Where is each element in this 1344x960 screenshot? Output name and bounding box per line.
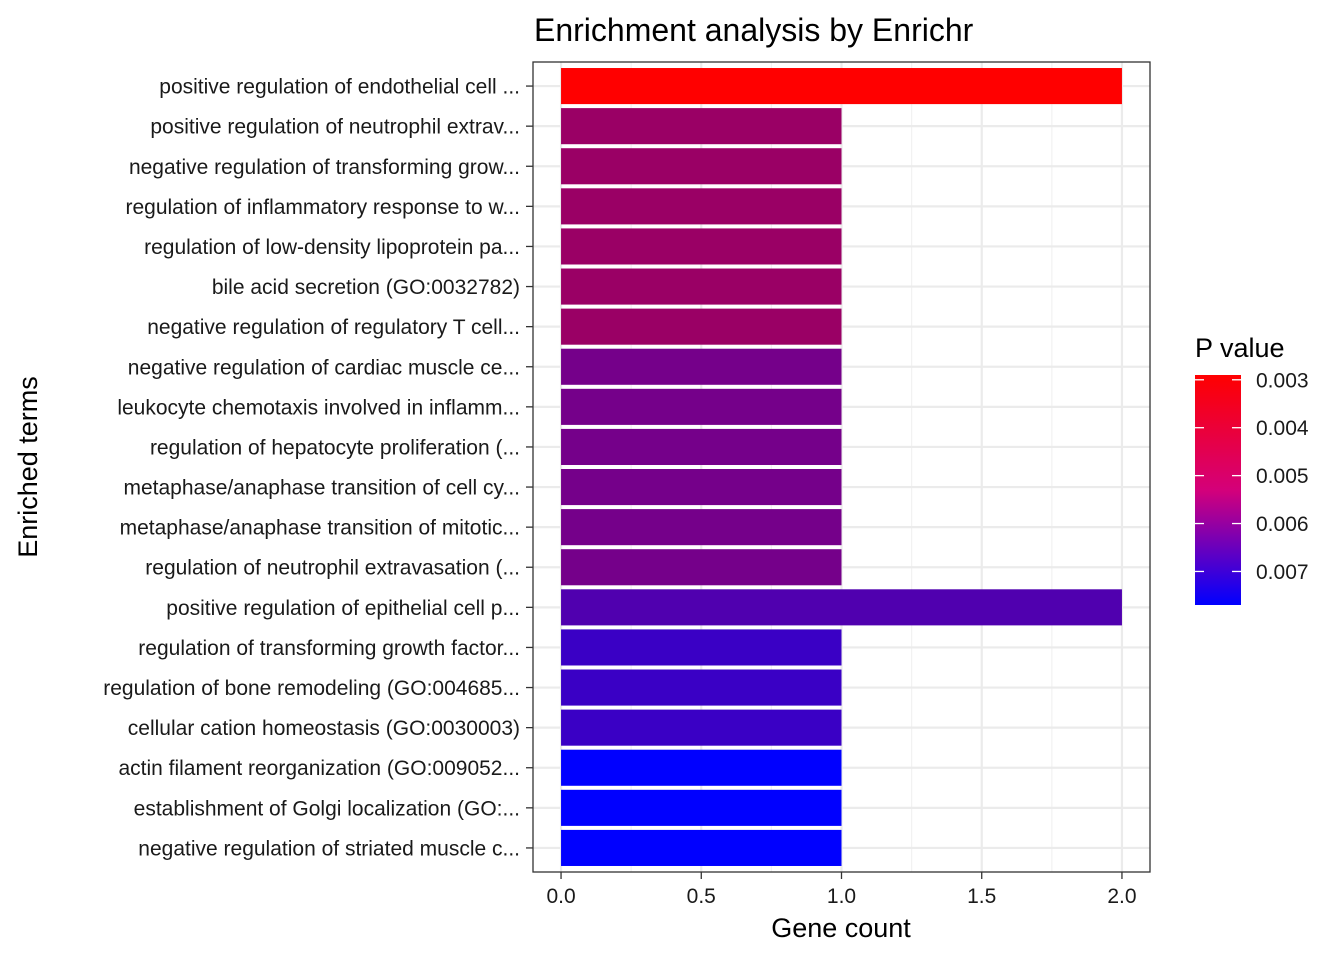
y-tick-label: regulation of low-density lipoprotein pa… bbox=[144, 236, 520, 259]
y-tick-label: negative regulation of striated muscle c… bbox=[138, 837, 520, 860]
y-axis: positive regulation of endothelial cell … bbox=[103, 76, 533, 860]
legend-tick-label: 0.004 bbox=[1256, 417, 1309, 440]
bar bbox=[561, 829, 842, 866]
bar bbox=[561, 629, 842, 666]
y-tick-label: metaphase/anaphase transition of mitotic… bbox=[120, 517, 520, 540]
bar bbox=[561, 589, 1122, 626]
bar bbox=[561, 388, 842, 425]
bar bbox=[561, 428, 842, 465]
x-tick-label: 0.0 bbox=[546, 885, 575, 908]
y-axis-title: Enriched terms bbox=[13, 376, 43, 558]
legend: P value 0.003 0.004 0.005 0.006 0.007 bbox=[1195, 333, 1309, 605]
x-tick-label: 0.5 bbox=[687, 885, 716, 908]
y-tick-label: leukocyte chemotaxis involved in inflamm… bbox=[117, 396, 520, 419]
bar bbox=[561, 709, 842, 746]
bar bbox=[561, 308, 842, 345]
x-tick-label: 1.0 bbox=[827, 885, 856, 908]
legend-title: P value bbox=[1195, 333, 1285, 363]
bar bbox=[561, 108, 842, 145]
y-tick-label: establishment of Golgi localization (GO:… bbox=[134, 797, 520, 820]
y-tick-label: negative regulation of transforming grow… bbox=[129, 156, 520, 179]
bar bbox=[561, 789, 842, 826]
legend-tick-label: 0.006 bbox=[1256, 513, 1309, 536]
y-tick-label: cellular cation homeostasis (GO:0030003) bbox=[128, 717, 520, 740]
y-tick-label: positive regulation of endothelial cell … bbox=[159, 76, 520, 99]
chart-title: Enrichment analysis by Enrichr bbox=[534, 12, 974, 48]
x-tick-label: 2.0 bbox=[1107, 885, 1136, 908]
bar bbox=[561, 148, 842, 185]
y-tick-label: regulation of bone remodeling (GO:004685… bbox=[103, 677, 520, 700]
y-tick-label: negative regulation of cardiac muscle ce… bbox=[128, 356, 520, 379]
bars bbox=[561, 68, 1122, 866]
bar bbox=[561, 68, 1122, 105]
x-axis-title: Gene count bbox=[771, 913, 911, 943]
y-tick-label: positive regulation of epithelial cell p… bbox=[166, 597, 520, 620]
x-tick-label: 1.5 bbox=[967, 885, 996, 908]
bar bbox=[561, 749, 842, 786]
y-tick-label: regulation of hepatocyte proliferation (… bbox=[150, 436, 520, 459]
y-tick-label: actin filament reorganization (GO:009052… bbox=[118, 757, 520, 780]
bar bbox=[561, 549, 842, 586]
y-tick-label: regulation of neutrophil extravasation (… bbox=[145, 557, 520, 580]
y-tick-label: regulation of inflammatory response to w… bbox=[125, 196, 520, 219]
bar bbox=[561, 469, 842, 506]
y-tick-label: metaphase/anaphase transition of cell cy… bbox=[123, 477, 520, 500]
bar bbox=[561, 268, 842, 305]
legend-tick-label: 0.007 bbox=[1256, 561, 1309, 584]
legend-tick-label: 0.005 bbox=[1256, 465, 1309, 488]
bar bbox=[561, 348, 842, 385]
legend-colorbar bbox=[1195, 375, 1241, 605]
y-tick-label: regulation of transforming growth factor… bbox=[138, 637, 520, 660]
x-axis: 0.0 0.5 1.0 1.5 2.0 bbox=[546, 872, 1137, 908]
y-tick-label: bile acid secretion (GO:0032782) bbox=[212, 276, 520, 299]
y-tick-label: positive regulation of neutrophil extrav… bbox=[150, 116, 520, 139]
legend-tick-label: 0.003 bbox=[1256, 369, 1309, 392]
bar bbox=[561, 509, 842, 546]
y-tick-label: negative regulation of regulatory T cell… bbox=[147, 316, 520, 339]
bar bbox=[561, 228, 842, 265]
bar bbox=[561, 669, 842, 706]
legend-ticks: 0.003 0.004 0.005 0.006 0.007 bbox=[1195, 369, 1309, 584]
bar bbox=[561, 188, 842, 225]
